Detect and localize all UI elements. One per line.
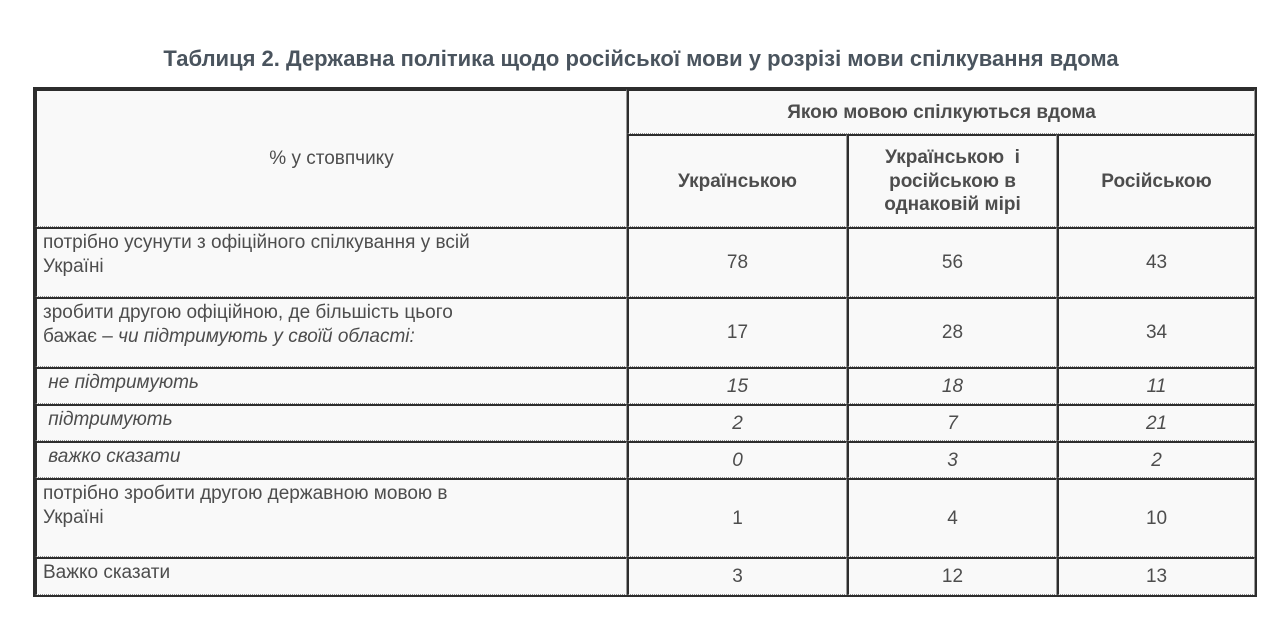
cell-value: 34 <box>1057 297 1256 368</box>
group-header-cell: Якою мовою спілкуються вдома <box>627 89 1256 135</box>
cell-value: 2 <box>1057 441 1256 479</box>
table-row: Важко сказати 3 12 13 <box>35 557 1256 596</box>
row-label-text: Важко сказати <box>43 562 171 584</box>
row-label: потрібно зробити другою державною мовою … <box>35 478 627 558</box>
cell-value: 13 <box>1057 557 1256 596</box>
cell-value: 4 <box>847 478 1057 558</box>
cell-value: 12 <box>847 557 1057 596</box>
cell-value: 0 <box>627 441 847 479</box>
row-label-text: підтримують <box>43 409 173 431</box>
row-label: не підтримують <box>35 367 627 405</box>
row-label: потрібно усунути з офіційного спілкуванн… <box>35 227 627 298</box>
column-header-russian: Російською <box>1057 134 1256 228</box>
row-label: підтримують <box>35 404 627 442</box>
cell-value: 56 <box>847 227 1057 298</box>
cell-value: 7 <box>847 404 1057 442</box>
column-header-row: Українською Українською і російською в о… <box>35 134 1256 228</box>
row-label: Важко сказати <box>35 557 627 596</box>
cell-value: 18 <box>847 367 1057 405</box>
cell-value: 28 <box>847 297 1057 368</box>
statistics-table: % у стовпчику Якою мовою спілкуються вдо… <box>33 87 1258 598</box>
cell-value: 78 <box>627 227 847 298</box>
cell-value: 43 <box>1057 227 1256 298</box>
row-label: зробити другою офіційною, де більшість ц… <box>35 297 627 368</box>
table-row: підтримують 2 7 21 <box>35 404 1256 442</box>
column-header-both-equally: Українською і російською в однаковій мір… <box>847 134 1057 228</box>
cell-value: 3 <box>627 557 847 596</box>
table-row: потрібно зробити другою державною мовою … <box>35 478 1256 558</box>
row-label-text: зробити другою офіційною, де більшість ц… <box>43 302 453 348</box>
header-group-row: % у стовпчику Якою мовою спілкуються вдо… <box>35 89 1256 228</box>
table-row: зробити другою офіційною, де більшість ц… <box>35 297 1256 368</box>
cell-value: 17 <box>627 297 847 368</box>
column-header-ukrainian: Українською <box>627 134 847 228</box>
cell-value: 15 <box>627 367 847 405</box>
row-label-text: потрібно зробити другою державною мовою … <box>43 483 448 529</box>
row-label-text: не підтримують <box>43 372 199 394</box>
cell-value: 21 <box>1057 404 1256 442</box>
row-label-text: важко сказати <box>43 446 181 468</box>
table-row: не підтримують 15 18 11 <box>35 367 1256 405</box>
cell-value: 10 <box>1057 478 1256 558</box>
row-label-italic-text: чи підтримують у своїй області: <box>118 326 415 348</box>
table-row: важко сказати 0 3 2 <box>35 441 1256 479</box>
cell-value: 11 <box>1057 367 1256 405</box>
table-title: Таблиця 2. Державна політика щодо російс… <box>163 46 1119 71</box>
table-row: потрібно усунути з офіційного спілкуванн… <box>35 227 1256 298</box>
row-label: важко сказати <box>35 441 627 479</box>
row-label-text: потрібно усунути з офіційного спілкуванн… <box>43 232 470 278</box>
cell-value: 3 <box>847 441 1057 479</box>
cell-value: 1 <box>627 478 847 558</box>
cell-value: 2 <box>627 404 847 442</box>
corner-header-cell: % у стовпчику <box>35 89 627 228</box>
